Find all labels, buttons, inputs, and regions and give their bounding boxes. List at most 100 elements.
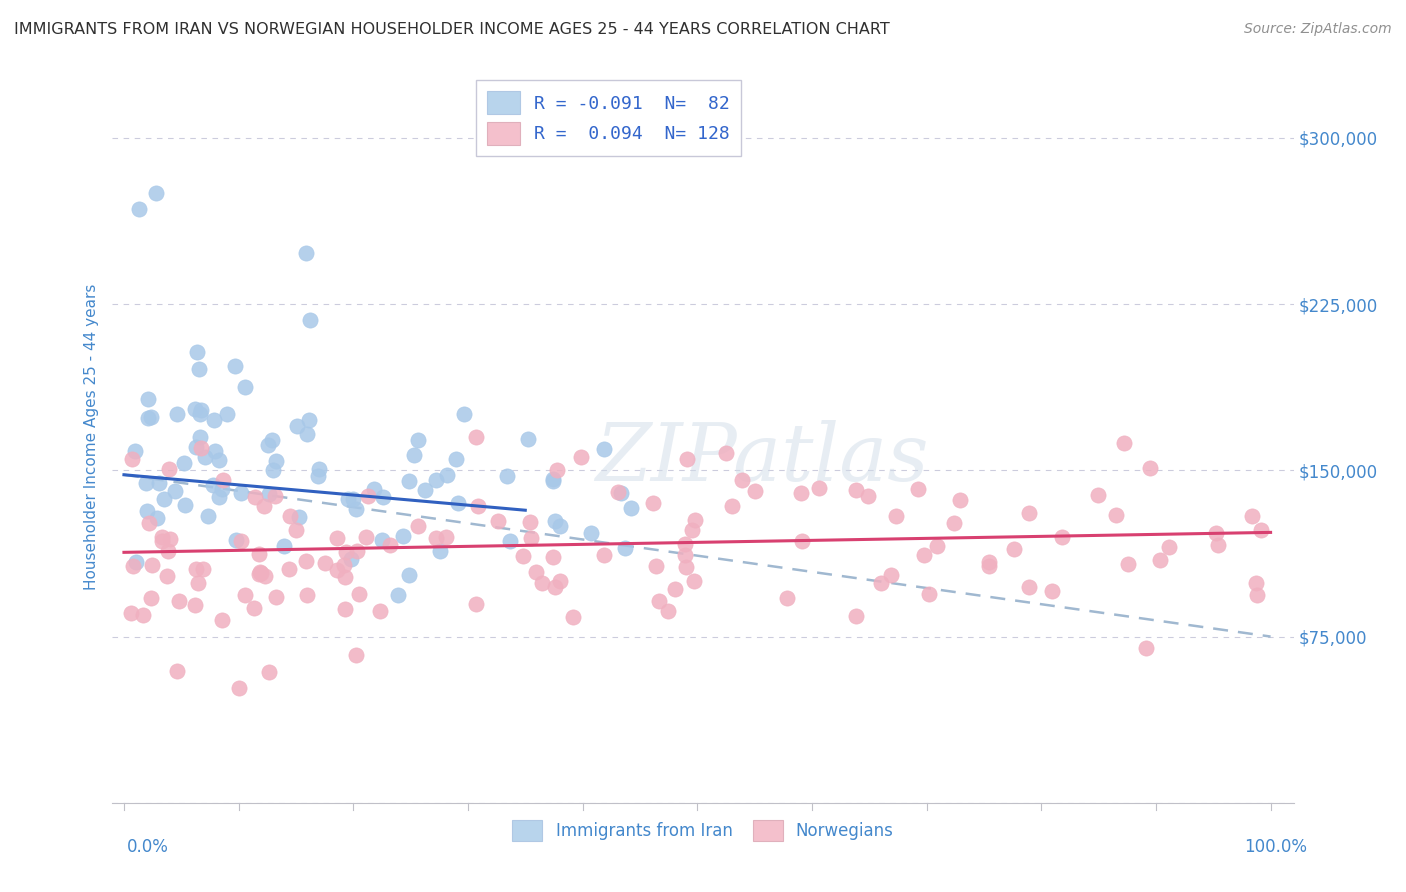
Point [166,665,188,679]
Point [278,509,301,524]
Point [673,536,696,550]
Point [912,548,935,562]
Point [676,452,699,467]
Point [243,490,266,504]
Point [150,530,173,544]
Point [262,463,284,477]
Point [683,513,706,527]
Point [174,498,197,512]
Point [173,456,195,470]
Point [886,508,908,523]
Point [548,574,571,588]
Point [128,202,150,216]
Point [166,407,188,421]
Point [294,553,316,567]
Point [486,514,509,528]
Point [336,491,359,506]
Point [544,580,567,594]
Point [249,566,271,581]
Point [467,499,489,513]
Point [264,454,287,468]
Point [138,410,160,425]
Point [731,473,754,487]
Point [285,419,308,434]
Point [141,591,163,605]
Point [307,469,329,483]
Point [1116,557,1139,571]
Point [295,588,318,602]
Point [1018,506,1040,520]
Point [141,558,163,573]
Point [543,514,565,528]
Point [1042,584,1064,599]
Point [607,484,630,499]
Point [184,440,207,454]
Point [548,519,571,533]
Point [517,432,540,446]
Point [165,483,187,498]
Point [190,441,212,455]
Point [153,491,176,506]
Point [845,483,868,497]
Point [1018,580,1040,594]
Point [673,548,696,562]
Text: 0.0%: 0.0% [127,838,169,855]
Point [188,362,211,376]
Point [138,516,160,530]
Point [1135,640,1157,655]
Point [342,491,364,506]
Point [254,568,277,582]
Point [464,430,486,444]
Point [464,597,486,611]
Point [187,576,209,591]
Point [122,558,145,573]
Point [297,427,319,442]
Point [546,463,568,477]
Point [202,413,225,427]
Point [212,473,235,487]
Point [347,587,370,601]
Point [344,502,367,516]
Text: 100.0%: 100.0% [1244,838,1308,855]
Point [354,530,377,544]
Point [1050,530,1073,544]
Point [184,401,207,416]
Point [184,598,207,612]
Point [188,430,211,444]
Point [406,433,429,447]
Point [148,476,170,491]
Point [406,519,429,533]
Point [233,588,256,602]
Point [444,451,467,466]
Point [253,499,276,513]
Point [186,562,208,576]
Point [447,496,470,510]
Point [657,604,679,618]
Point [807,481,830,495]
Point [619,500,641,515]
Point [202,478,225,492]
Point [907,483,929,497]
Point [378,539,401,553]
Point [776,591,799,605]
Point [363,482,385,496]
Point [512,549,534,563]
Point [398,567,420,582]
Point [120,606,142,620]
Point [392,529,415,543]
Point [1205,526,1227,541]
Point [569,450,592,465]
Point [925,539,948,553]
Point [856,489,879,503]
Point [124,443,146,458]
Point [943,516,966,530]
Point [157,462,180,476]
Point [333,569,356,583]
Point [1240,509,1263,524]
Y-axis label: Householder Income Ages 25 - 44 years: Householder Income Ages 25 - 44 years [84,284,100,591]
Point [1087,488,1109,502]
Point [368,604,391,618]
Point [918,587,941,601]
Point [436,467,458,482]
Point [229,485,252,500]
